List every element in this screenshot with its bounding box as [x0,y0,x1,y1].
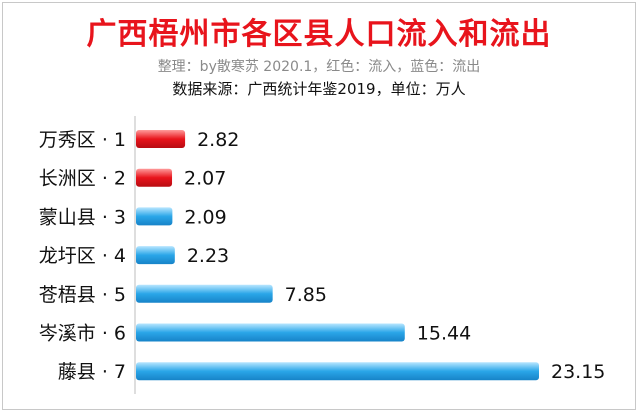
bar-outflow [136,362,539,381]
value-label: 2.07 [184,168,226,190]
bar-outflow [136,284,273,303]
bar-inflow [136,130,186,148]
category-label: 苍梧县 · 5 [39,284,126,306]
bar-outflow [136,323,405,342]
category-label: 蒙山县 · 3 [39,206,126,228]
bar-outflow [136,207,173,226]
value-label: 2.09 [184,206,226,228]
category-label: 长洲区 · 2 [39,168,126,190]
category-label: 龙圩区 · 4 [39,245,126,267]
value-label: 2.23 [187,245,229,267]
value-label: 23.15 [551,361,605,383]
chart-title: 广西梧州市各区县人口流入和流出 [86,17,552,52]
value-label: 2.82 [197,129,239,151]
category-label: 岑溪市 · 6 [39,323,126,345]
chart-source: 数据来源：广西统计年鉴2019，单位：万人 [172,80,466,98]
chart-frame: 广西梧州市各区县人口流入和流出 整理：by散寒苏 2020.1，红色：流入，蓝色… [2,2,636,410]
value-label: 15.44 [417,323,471,345]
bar-outflow [136,246,175,265]
chart-subtitle: 整理：by散寒苏 2020.1，红色：流入，蓝色：流出 [157,59,481,75]
bar-inflow [136,168,173,187]
category-label: 万秀区 · 1 [39,129,126,151]
category-label: 藤县 · 7 [58,361,126,383]
value-label: 7.85 [285,284,327,306]
